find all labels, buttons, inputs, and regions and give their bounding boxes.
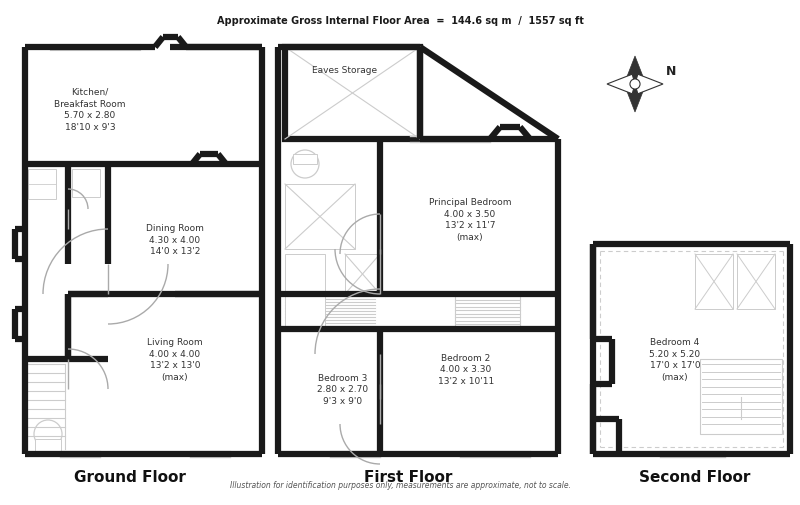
Text: Living Room
4.00 x 4.00
13'2 x 13'0
(max): Living Room 4.00 x 4.00 13'2 x 13'0 (max… bbox=[147, 337, 203, 381]
Bar bbox=[72, 170, 100, 197]
Polygon shape bbox=[626, 85, 645, 113]
Text: Approximate Gross Internal Floor Area  =  144.6 sq m  /  1557 sq ft: Approximate Gross Internal Floor Area = … bbox=[217, 16, 583, 26]
Bar bbox=[285, 48, 420, 140]
Text: First Floor: First Floor bbox=[364, 469, 452, 484]
Text: Dining Room
4.30 x 4.00
14'0 x 13'2: Dining Room 4.30 x 4.00 14'0 x 13'2 bbox=[146, 223, 204, 256]
Bar bbox=[737, 255, 775, 310]
Text: Illustration for identification purposes only, measurements are approximate, not: Illustration for identification purposes… bbox=[230, 480, 570, 489]
Text: Kitchen/
Breakfast Room
5.70 x 2.80
18'10 x 9'3: Kitchen/ Breakfast Room 5.70 x 2.80 18'1… bbox=[54, 88, 126, 132]
Bar bbox=[700, 359, 782, 434]
Polygon shape bbox=[635, 75, 663, 94]
Bar bbox=[345, 255, 380, 294]
Bar bbox=[35, 439, 61, 451]
Text: Bedroom 3
2.80 x 2.70
9'3 x 9'0: Bedroom 3 2.80 x 2.70 9'3 x 9'0 bbox=[318, 373, 369, 406]
Text: Eaves Storage: Eaves Storage bbox=[313, 65, 378, 74]
Text: N: N bbox=[666, 64, 677, 77]
Bar bbox=[28, 170, 56, 199]
Polygon shape bbox=[607, 75, 635, 94]
Text: Bedroom 4
5.20 x 5.20
17'0 x 17'0
(max): Bedroom 4 5.20 x 5.20 17'0 x 17'0 (max) bbox=[650, 337, 701, 381]
Circle shape bbox=[630, 80, 640, 90]
Bar bbox=[695, 255, 733, 310]
Bar bbox=[285, 255, 325, 329]
Bar bbox=[293, 155, 317, 165]
Polygon shape bbox=[626, 57, 645, 85]
Text: Ground Floor: Ground Floor bbox=[74, 469, 186, 484]
Text: Bedroom 2
4.00 x 3.30
13'2 x 10'11: Bedroom 2 4.00 x 3.30 13'2 x 10'11 bbox=[438, 353, 494, 385]
Text: Second Floor: Second Floor bbox=[639, 469, 750, 484]
Bar bbox=[285, 185, 355, 249]
Text: Principal Bedroom
4.00 x 3.50
13'2 x 11'7
(max): Principal Bedroom 4.00 x 3.50 13'2 x 11'… bbox=[429, 197, 511, 242]
